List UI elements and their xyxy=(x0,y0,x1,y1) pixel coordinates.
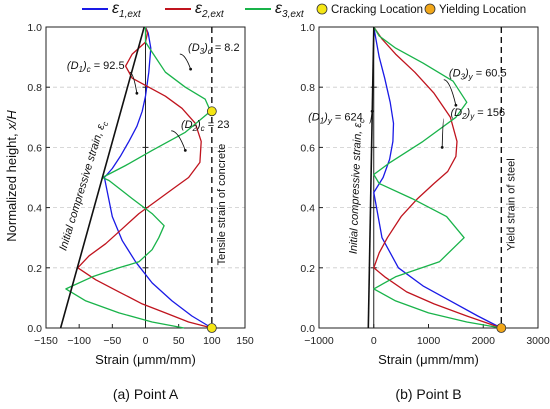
y-tick-label: 1.0 xyxy=(300,22,315,34)
legend-label: ε3,ext xyxy=(275,0,305,20)
legend-item: ε1,ext xyxy=(82,0,142,20)
panel-caption: (b) Point B xyxy=(395,386,461,402)
annotation-label: (D3)c = 8.2 xyxy=(188,42,240,56)
annotation-label: (D1)c = 92.5 xyxy=(67,60,125,74)
y-tick-label: 0.0 xyxy=(300,323,315,335)
y-tick-label: 0.8 xyxy=(27,82,42,94)
legend-item: ε3,ext xyxy=(245,0,305,20)
annotation-leader xyxy=(171,130,186,151)
x-tick-label: −50 xyxy=(103,335,121,347)
annotation-label: (D2)y = 156 xyxy=(450,107,505,121)
x-tick-label: −1000 xyxy=(304,335,334,347)
annotation-leader xyxy=(443,79,457,106)
series-line xyxy=(367,26,375,329)
x-tick-label: 0 xyxy=(143,335,149,347)
y-tick-label: 0.2 xyxy=(300,263,315,275)
annotation-label: (D1)y = 624 xyxy=(308,111,363,125)
panel-caption: (a) Point A xyxy=(113,386,179,402)
y-tick-label: 0.4 xyxy=(300,203,315,215)
series-line xyxy=(77,26,212,329)
series-line xyxy=(373,26,502,329)
series-line xyxy=(373,26,502,329)
compressive-strain-label: Initial compressive strain, εc xyxy=(348,119,367,255)
annotation-arrowhead xyxy=(183,149,187,152)
legend: ε1,ext ε2,ext ε3,ext Cracking Location Yield… xyxy=(82,0,526,20)
legend-marker xyxy=(424,3,436,15)
y-tick-label: 0.2 xyxy=(27,263,42,275)
annotation-leader xyxy=(129,71,138,94)
annotation-arrowhead xyxy=(189,67,193,71)
x-tick-label: 3000 xyxy=(526,335,550,347)
legend-marker xyxy=(316,3,328,15)
y-tick-label: 0.8 xyxy=(300,82,315,94)
y-tick-label: 0.4 xyxy=(27,203,42,215)
x-tick-label: −150 xyxy=(34,335,58,347)
annotation-label: (D3)y = 60.5 xyxy=(449,68,507,82)
legend-item: Cracking Location xyxy=(316,3,423,16)
yielding-marker xyxy=(496,323,507,333)
x-tick-label: 2000 xyxy=(472,335,496,347)
series-line xyxy=(373,26,502,329)
y-tick-label: 0.0 xyxy=(27,323,42,335)
series-line xyxy=(59,26,145,329)
x-tick-label: 1000 xyxy=(417,335,441,347)
legend-label: Cracking Location xyxy=(331,4,423,16)
annotation-label: (D2)c = 23 xyxy=(181,119,230,133)
annotation-arrowhead xyxy=(370,109,374,113)
annotation-leader xyxy=(441,118,445,148)
x-tick-label: −100 xyxy=(67,335,91,347)
series-line xyxy=(65,27,212,329)
annotation-arrowhead xyxy=(440,146,444,149)
reference-line-label: Tensile strain of concrete xyxy=(216,144,228,266)
x-axis-label: Strain (μmm/mm) xyxy=(95,352,196,367)
reference-line-label: Yield strain of steel xyxy=(505,158,517,251)
annotation-leader xyxy=(179,53,192,70)
panel-a: −150 −100 −50 0 50 100 150 0.0 0.2 0.4 0.6 0.8 1.0 St… xyxy=(27,22,254,402)
compressive-strain-label: Initial compressive strain, εc xyxy=(57,119,110,253)
annotation-arrowhead xyxy=(454,103,458,107)
annotation-arrowhead xyxy=(135,91,139,95)
x-tick-label: 50 xyxy=(173,335,185,347)
x-tick-label: 0 xyxy=(371,335,377,347)
series-line xyxy=(103,26,213,329)
legend-label: ε2,ext xyxy=(195,0,225,20)
cracking-marker xyxy=(206,323,217,333)
cracking-marker xyxy=(206,106,217,117)
y-tick-label: 1.0 xyxy=(27,22,42,34)
y-tick-label: 0.6 xyxy=(27,142,42,154)
x-axis-label: Strain (μmm/mm) xyxy=(378,352,479,367)
panel-b: −1000 0 1000 2000 3000 0.0 0.2 0.4 0.6 0.8 1.0 Stra… xyxy=(300,22,549,402)
annotation-leader xyxy=(369,111,373,124)
y-axis-label: Normalized height, x/H xyxy=(4,110,19,242)
x-tick-label: 100 xyxy=(203,335,221,347)
legend-label: Yielding Location xyxy=(439,4,526,16)
x-tick-label: 150 xyxy=(236,335,254,347)
legend-item: Yielding Location xyxy=(424,3,526,16)
legend-item: ε2,ext xyxy=(165,0,225,20)
y-tick-label: 0.6 xyxy=(300,142,315,154)
legend-label: ε1,ext xyxy=(112,0,142,20)
